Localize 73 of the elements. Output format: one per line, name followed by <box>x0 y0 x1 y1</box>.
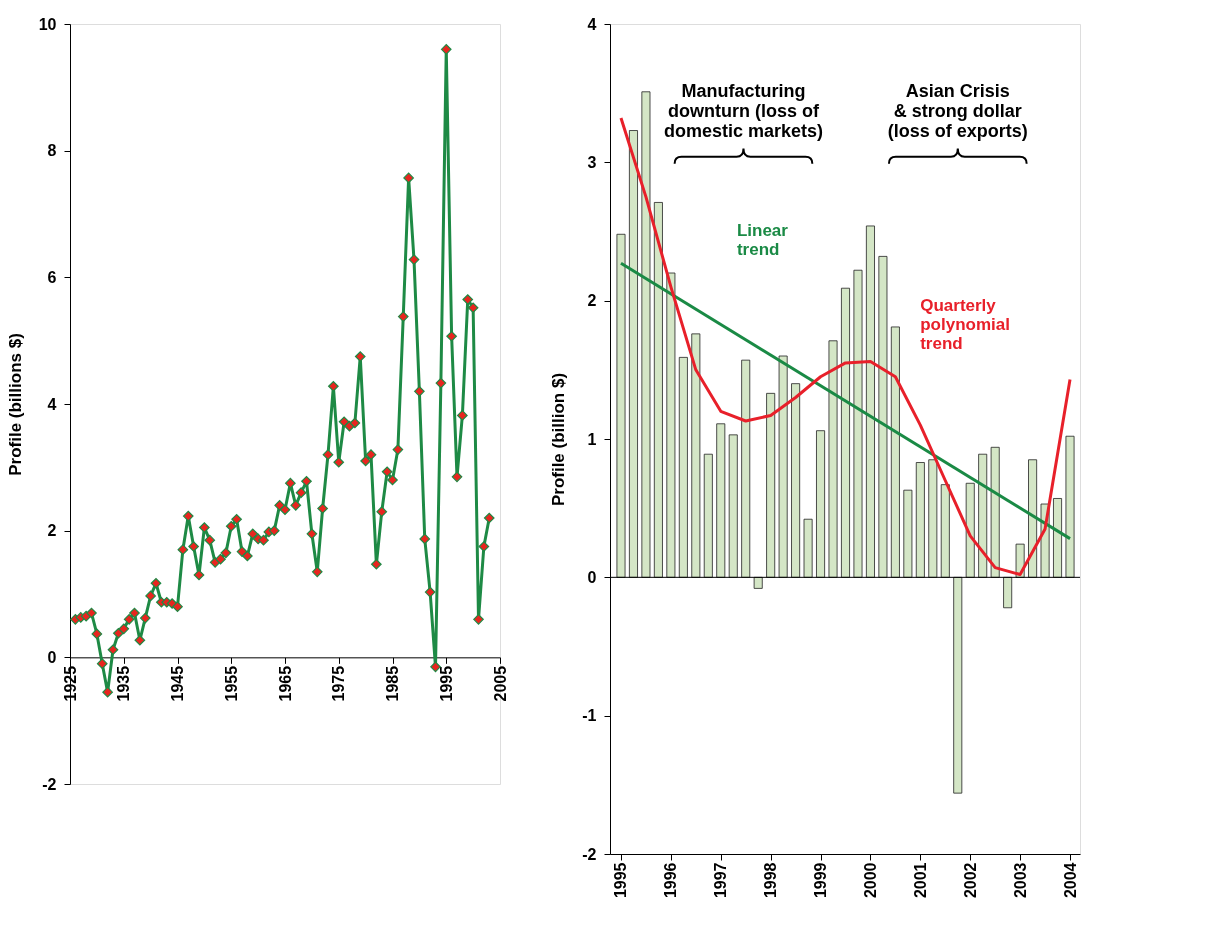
x-tick-label: 1997 <box>712 862 730 899</box>
bar <box>828 340 838 578</box>
bar <box>778 355 788 578</box>
x-tick-label: 1996 <box>662 862 680 899</box>
y-tick-label: 4 <box>47 395 57 413</box>
y-tick-label: 2 <box>47 522 57 540</box>
bar <box>616 233 626 578</box>
bar <box>791 383 801 578</box>
bar <box>865 225 875 578</box>
bar <box>928 459 938 578</box>
bar <box>666 272 676 578</box>
text: Linear trend <box>736 221 789 260</box>
bar <box>841 287 850 578</box>
x-tick-label: 1998 <box>762 862 780 899</box>
x-tick-label: 2004 <box>1061 862 1079 899</box>
x-tick-label: 1955 <box>222 665 240 702</box>
x-tick-label: 1985 <box>384 665 401 702</box>
x-tick-label: 2002 <box>961 862 979 899</box>
bar <box>628 130 638 578</box>
bar <box>990 446 1000 578</box>
y-tick-label: 4 <box>587 15 597 33</box>
x-tick-label: 1945 <box>169 665 186 702</box>
y-tick-label: 1 <box>587 430 597 448</box>
y-tick-label: 10 <box>38 15 57 33</box>
bar <box>766 392 776 578</box>
bar <box>653 202 663 578</box>
y-axis-title: Profile (billions $) <box>5 333 25 476</box>
bar <box>1003 576 1013 609</box>
y-tick-label: 6 <box>47 268 57 286</box>
y-axis-title: Profile (billion $) <box>549 372 569 507</box>
bar <box>678 356 688 578</box>
x-tick-label: 1995 <box>437 665 455 702</box>
x-tick-label: 1935 <box>115 665 133 702</box>
x-tick-label: 2001 <box>911 862 929 899</box>
bar <box>1028 459 1038 578</box>
bar <box>803 518 813 578</box>
x-tick-label: 1965 <box>276 665 294 702</box>
text: Quarterly polynomial trend <box>920 295 1010 353</box>
bar <box>940 484 950 578</box>
x-tick-label: 2005 <box>491 665 509 702</box>
bar <box>691 333 701 578</box>
y-tick-label: 2 <box>587 292 597 310</box>
bar <box>703 453 713 578</box>
x-tick-label: 1975 <box>330 665 348 702</box>
bar <box>641 91 651 578</box>
y-tick-label: -2 <box>42 775 57 793</box>
y-tick-label: -1 <box>582 707 597 725</box>
x-tick-label: 2003 <box>1011 862 1029 899</box>
bar <box>1053 498 1063 578</box>
bar <box>1065 435 1075 578</box>
bar <box>853 269 863 578</box>
bar <box>878 255 888 578</box>
y-tick-label: 0 <box>47 648 57 666</box>
bar <box>978 453 988 578</box>
bar <box>741 359 751 578</box>
bar <box>965 482 975 578</box>
annotation: Asian Crisis & strong dollar (loss of exports) <box>887 80 1028 141</box>
x-tick-label: 1999 <box>812 862 830 899</box>
y-tick-label: 0 <box>587 568 597 586</box>
y-tick-label: 8 <box>47 142 57 160</box>
annotation: Manufacturing downturn (loss of domestic markets) <box>663 80 824 141</box>
bar <box>716 423 726 578</box>
bar <box>953 576 963 794</box>
bar <box>890 326 900 578</box>
x-tick-label: 2000 <box>861 862 879 899</box>
bar <box>816 430 826 578</box>
x-tick-label: 1995 <box>612 862 630 899</box>
bar <box>728 434 738 578</box>
bar <box>753 576 763 589</box>
y-tick-label: -2 <box>582 845 597 863</box>
bar <box>903 489 913 578</box>
bar <box>915 462 925 578</box>
y-tick-label: 3 <box>587 153 597 171</box>
